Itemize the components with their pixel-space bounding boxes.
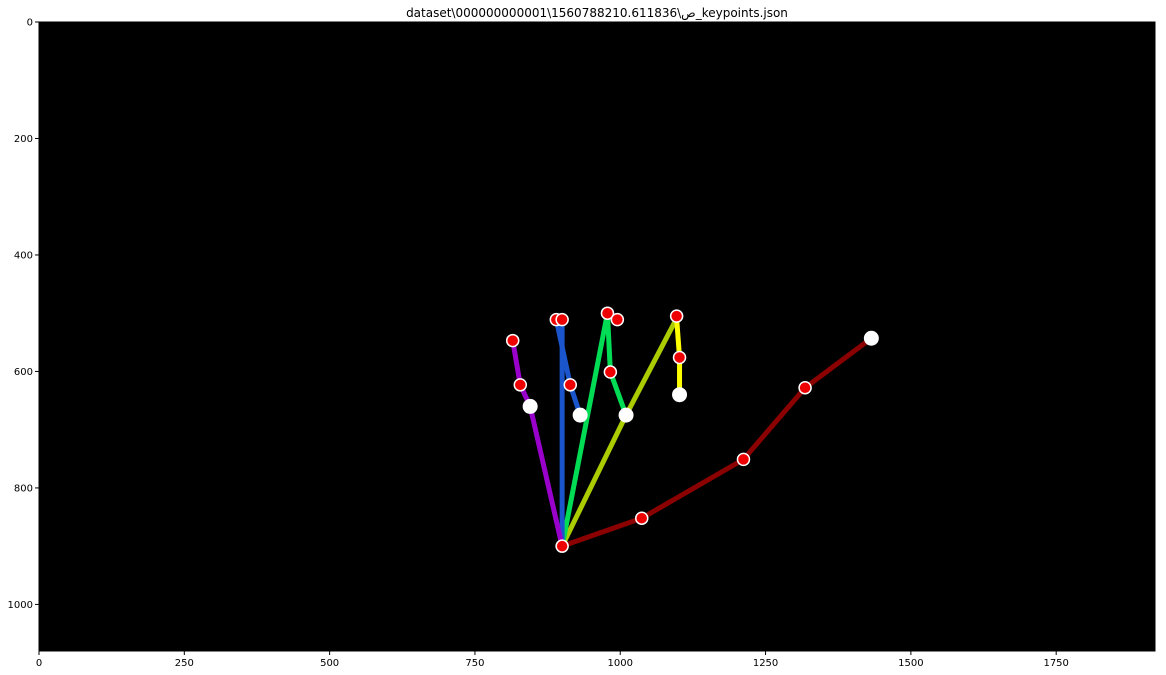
keypoint-red-13 [513,378,528,392]
finger-bone-0-1 [639,456,746,521]
y-axis-ticks: 0 200 400 600 800 1000 [8,18,39,611]
finger-bone-0-3 [802,335,874,391]
plot-area [38,21,1156,652]
keypoint-white-3 [572,407,588,423]
keypoint-white-4 [522,398,538,414]
finger-bone-5-0 [527,403,565,549]
y-tick-label-4: 800 [14,483,33,494]
keypoints [505,306,879,553]
x-axis-ticks: 0 250 500 750 1000 1250 1500 1750 [36,651,1069,669]
y-tick-label-1: 200 [14,134,33,145]
finger-bone-0-2 [740,385,808,462]
finger-bone-1-0 [559,412,629,549]
keypoint-white-0 [863,330,879,346]
keypoint-red-4 [669,309,684,323]
keypoint-red-10 [555,312,569,327]
x-tick-label-1: 250 [175,658,194,669]
keypoint-red-6 [600,306,615,320]
finger-bone-1-1 [623,315,680,418]
chart-title: dataset\ص\1560788210.611836\000000000001… [406,6,788,21]
x-tick-label-5: 1250 [753,658,778,669]
finger-bone-3-1 [604,310,613,375]
y-tick-label-2: 400 [14,250,33,261]
x-tick-label-0: 0 [36,658,42,669]
keypoint-red-1 [635,511,649,525]
finger-bone-0-0 [559,515,645,549]
x-tick-label-4: 1000 [608,658,633,669]
finger-bone-4-2 [553,317,573,388]
finger-bone-3-0 [559,310,610,549]
keypoint-red-5 [672,350,687,365]
keypoint-white-1 [672,387,688,403]
keypoint-red-2 [736,452,751,467]
keypoint-red-0 [555,539,569,553]
y-tick-label-5: 1000 [8,600,33,611]
finger-bone-3-2 [607,369,629,418]
y-tick-label-3: 600 [14,367,33,378]
y-tick-label-0: 0 [27,18,33,29]
finger-bone-5-2 [510,338,523,388]
keypoint-red-8 [603,365,618,379]
keypoint-red-3 [798,381,812,395]
keypoint-white-2 [618,407,634,423]
keypoint-red-7 [610,312,625,327]
x-tick-label-2: 500 [320,658,339,669]
keypoint-red-11 [563,378,578,392]
x-tick-label-7: 1750 [1043,658,1068,669]
keypoint-red-12 [505,333,520,348]
x-tick-label-6: 1500 [898,658,923,669]
x-tick-label-3: 750 [465,658,484,669]
